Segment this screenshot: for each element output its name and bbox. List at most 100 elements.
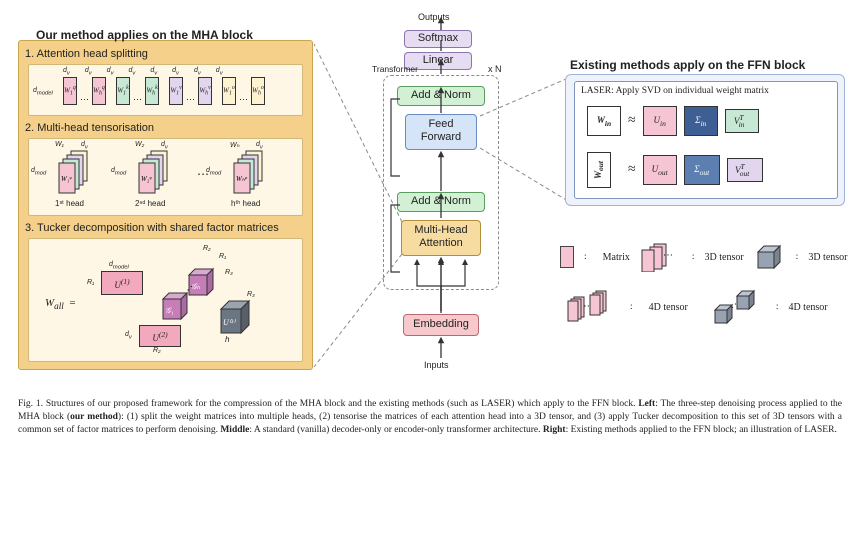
- wout-row: Wout ≈ Uout Σout VTout: [587, 152, 763, 188]
- caption-our-method: our method: [70, 412, 118, 422]
- w-matrix: Whv: [198, 77, 212, 105]
- w-matrix: Whk: [145, 77, 159, 105]
- step2-title: 2. Multi-head tensorisation: [25, 122, 154, 134]
- U1-mat: U(1): [101, 271, 143, 295]
- dv-u2: dv: [125, 331, 132, 340]
- legend-4d-stack1-icon: ⋯: [560, 289, 620, 325]
- caption-body: Structures of our proposed framework for…: [43, 399, 638, 409]
- w-matrix: W1q: [63, 77, 77, 105]
- dmod-s2-h: dmod: [206, 167, 221, 176]
- tensor3d-head1: W₁ᵠ: [49, 145, 119, 201]
- dots-icon: ⋯: [239, 94, 248, 105]
- legend-3d-lbl1: 3D tensor: [705, 252, 744, 263]
- uout-mat: Uout: [643, 155, 677, 185]
- uin-mat: Uin: [643, 106, 677, 136]
- mha-fan-arrows: [400, 256, 482, 316]
- approx1: ≈: [628, 113, 636, 129]
- w-matrix: Who: [251, 77, 265, 105]
- h-u3: h: [225, 335, 229, 344]
- legend-colon1: :: [584, 252, 587, 262]
- dmodel-u1: dmodel: [109, 261, 129, 270]
- laser-title: LASER: Apply SVD on individual weight ma…: [581, 86, 769, 96]
- caption-prefix: Fig. 1.: [18, 399, 43, 409]
- caption-right: : Existing methods applied to the FFN bl…: [566, 425, 837, 435]
- svg-text:𝒢₁: 𝒢₁: [165, 306, 174, 315]
- ffn-panel-header: Existing methods apply on the FFN block: [570, 58, 805, 72]
- legend-row1: : Matrix ⋯ : 3D tensor : 3D tensor: [560, 242, 847, 272]
- legend-matrix-icon: [560, 246, 574, 268]
- legend-colon3: :: [796, 252, 799, 262]
- dots-icon: ⋯: [133, 94, 142, 105]
- step1-box: dmodel W1q ⋯ Whq W1k ⋯ Whk W1v ⋯ Whv W1o…: [28, 64, 303, 116]
- dots-icon: ⋯: [186, 94, 195, 105]
- step3-title: 3. Tucker decomposition with shared fact…: [25, 222, 279, 234]
- head1-lbl: 1ˢᵗ head: [55, 199, 84, 208]
- legend-4d-cubes-icon: ⋰: [710, 288, 766, 326]
- R3-u3: R₃: [247, 291, 255, 298]
- legend-row2: ⋯ : 4D tensor ⋰ : 4D tensor: [560, 288, 828, 326]
- dmod-s2-2: dmod: [111, 167, 126, 176]
- Wall-eq: Wall =: [45, 297, 76, 311]
- R3-g: R₃: [225, 269, 233, 276]
- dv-row1: dv dv dv dv dv dv dv dv: [63, 67, 303, 76]
- win-mat: Win: [587, 106, 621, 136]
- step2-box: W₁ᵠ W₁ dv dmod 1ˢᵗ head W₂ᵠ W₂ dv dmod 2…: [28, 138, 303, 216]
- legend-3d-lbl2: 3D tensor: [808, 252, 847, 263]
- legend-4d-lbl2: 4D tensor: [788, 302, 827, 313]
- dv-small-2: dv: [161, 141, 168, 150]
- caption-middle: : A standard (vanilla) decoder-only or e…: [249, 425, 542, 435]
- svg-text:Wₕᵠ: Wₕᵠ: [236, 175, 248, 183]
- head2-lbl: 2ⁿᵈ head: [135, 199, 165, 208]
- R1-u1: R₁: [87, 279, 94, 286]
- headh-lbl: hᵗʰ head: [231, 199, 260, 208]
- legend-3d-cube-icon: [754, 242, 786, 272]
- R1-g: R₁: [219, 253, 226, 260]
- legend-colon4: :: [630, 302, 633, 312]
- win-row: Win ≈ Uin Σin VTin: [587, 106, 759, 136]
- w-matrix: W1k: [116, 77, 130, 105]
- xN-label: x N: [488, 64, 502, 74]
- sigout-mat: Σout: [684, 155, 720, 185]
- dmodel-lbl-1: dmodel: [33, 87, 53, 96]
- legend-colon5: :: [776, 302, 779, 312]
- tensor3d-headh: Wₕᵠ: [224, 145, 294, 201]
- svg-text:W₂ᵠ: W₂ᵠ: [141, 175, 152, 183]
- caption-middle-label: Middle: [220, 425, 249, 435]
- vinT-mat: VTin: [725, 109, 759, 133]
- R2-g: R₂: [203, 245, 211, 252]
- Wh-lbl: Wₕ: [230, 141, 239, 149]
- mha-panel-header: Our method applies on the MHA block: [36, 28, 253, 42]
- svg-text:⋯: ⋯: [663, 250, 673, 261]
- dots-icon: ⋯: [80, 94, 89, 105]
- G-cores: 𝒢ₕ ⋰ 𝒢₁: [155, 261, 225, 331]
- w-matrix: Whq: [92, 77, 106, 105]
- caption: Fig. 1. Structures of our proposed frame…: [18, 398, 842, 436]
- R2-u2: R₂: [153, 347, 161, 354]
- step3-box: Wall = U(1) dmodel R₁ U(2) dv R₂ U⁽³⁾ R₃…: [28, 238, 303, 362]
- w-matrix: W1o: [222, 77, 236, 105]
- dv-small-1: dv: [81, 141, 88, 150]
- tensor3d-head2: W₂ᵠ: [129, 145, 199, 201]
- legend-matrix-lbl: Matrix: [603, 252, 630, 263]
- ffn-panel: LASER: Apply SVD on individual weight ma…: [565, 74, 845, 206]
- W2-lbl: W₂: [135, 141, 144, 148]
- dv-small-h: dv: [256, 141, 263, 150]
- step1-title: 1. Attention head splitting: [25, 48, 148, 60]
- W1-lbl: W₁: [55, 141, 64, 148]
- ffn-connector-lines: [478, 74, 578, 214]
- ffn-inner: LASER: Apply SVD on individual weight ma…: [574, 81, 838, 199]
- approx2: ≈: [628, 162, 636, 178]
- mha-connector-lines: [312, 42, 407, 372]
- svg-text:W₁ᵠ: W₁ᵠ: [61, 175, 72, 183]
- legend-3d-stack-icon: ⋯: [640, 242, 682, 272]
- sigin-mat: Σin: [684, 106, 718, 136]
- step1-row: W1q ⋯ Whq W1k ⋯ Whk W1v ⋯ Whv W1o ⋯ Who: [63, 77, 265, 105]
- legend-colon2: :: [692, 252, 695, 262]
- wout-mat: Wout: [587, 152, 611, 188]
- dmod-s2-1: dmod: [31, 167, 46, 176]
- voutT-mat: VTout: [727, 158, 763, 182]
- caption-right-label: Right: [543, 425, 566, 435]
- w-matrix: W1v: [169, 77, 183, 105]
- legend-4d-lbl1: 4D tensor: [649, 302, 688, 313]
- caption-left-label: Left: [638, 399, 655, 409]
